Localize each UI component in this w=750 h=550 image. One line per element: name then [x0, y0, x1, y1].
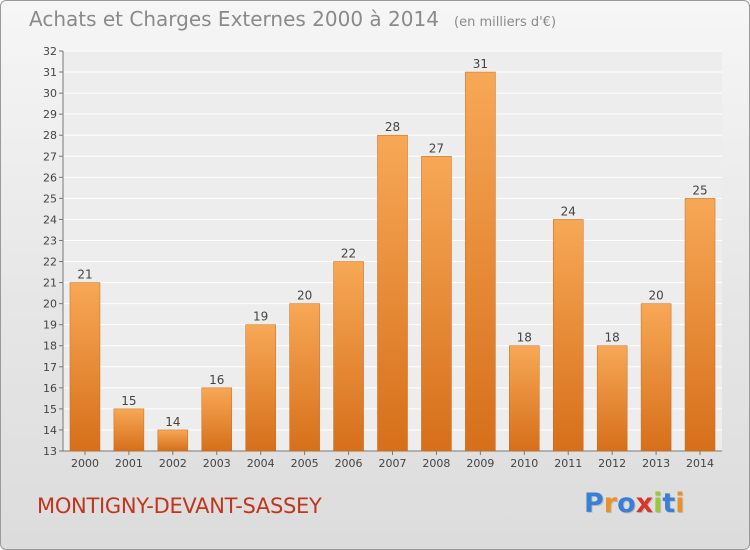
bar: [596, 345, 628, 452]
bar-value-label: 27: [429, 141, 444, 155]
commune-name: MONTIGNY-DEVANT-SASSEY: [37, 494, 322, 518]
bar: [113, 408, 145, 452]
chart-title-main: Achats et Charges Externes 2000 à 2014: [29, 7, 439, 31]
y-tick-label: 13: [43, 445, 57, 458]
x-tick-label: 2008: [422, 457, 450, 470]
y-tick-label: 25: [43, 192, 57, 205]
bar: [684, 198, 716, 452]
bar-value-label: 14: [165, 415, 180, 429]
bar-value-label: 28: [385, 120, 400, 134]
x-tick-label: 2005: [291, 457, 319, 470]
x-tick-label: 2001: [115, 457, 143, 470]
bar-value-label: 21: [77, 268, 92, 282]
bar: [289, 303, 320, 452]
bar: [245, 324, 276, 452]
y-tick-label: 32: [43, 45, 57, 58]
bar: [69, 282, 101, 452]
bar-value-label: 18: [605, 331, 620, 345]
bar-value-label: 31: [473, 57, 488, 71]
y-tick-label: 24: [43, 213, 57, 226]
bar: [640, 303, 672, 452]
y-tick-label: 18: [43, 340, 57, 353]
bar: [465, 71, 496, 452]
logo-letter: i: [653, 488, 663, 519]
y-tick-label: 17: [43, 361, 57, 374]
logo-letter: r: [603, 488, 618, 519]
y-tick-label: 31: [43, 66, 57, 79]
y-tick-label: 28: [43, 129, 57, 142]
y-tick-label: 20: [43, 298, 57, 311]
logo-letter: i: [675, 488, 685, 519]
y-tick-label: 14: [43, 424, 57, 437]
x-tick-label: 2009: [466, 457, 494, 470]
bar-value-label: 25: [692, 183, 707, 197]
bar-value-label: 15: [121, 394, 136, 408]
x-tick-label: 2012: [598, 457, 626, 470]
bar-value-label: 20: [297, 289, 312, 303]
x-tick-label: 2010: [510, 457, 538, 470]
logo-letter: x: [635, 488, 654, 519]
y-tick-label: 29: [43, 108, 57, 121]
y-tick-label: 22: [43, 256, 57, 269]
bar: [333, 261, 364, 452]
y-tick-label: 15: [43, 403, 57, 416]
x-tick-label: 2003: [203, 457, 231, 470]
y-tick-label: 27: [43, 150, 57, 163]
bar-value-label: 20: [648, 289, 663, 303]
logo-letter: t: [662, 488, 676, 519]
y-tick-label: 19: [43, 319, 57, 332]
x-tick-label: 2013: [642, 457, 670, 470]
x-tick-label: 2006: [335, 457, 363, 470]
y-tick-label: 16: [43, 382, 57, 395]
chart-title: Achats et Charges Externes 2000 à 2014 (…: [29, 7, 556, 31]
y-tick-label: 23: [43, 234, 57, 247]
x-tick-label: 2011: [554, 457, 582, 470]
proxiti-logo: Proxiti: [584, 488, 685, 519]
bar: [157, 429, 189, 452]
logo-letter: o: [617, 488, 636, 519]
bar-value-label: 19: [253, 310, 268, 324]
x-tick-label: 2004: [247, 457, 275, 470]
bar-value-label: 24: [561, 204, 576, 218]
bar: [377, 134, 408, 452]
bar: [509, 345, 540, 452]
bar-value-label: 22: [341, 247, 356, 261]
bar: [552, 219, 584, 452]
bar-value-label: 16: [209, 373, 224, 387]
bar: [421, 156, 452, 452]
logo-letter: P: [584, 488, 604, 519]
chart-unit-label: (en milliers d'€): [454, 15, 557, 30]
y-tick-label: 30: [43, 87, 57, 100]
x-tick-label: 2002: [159, 457, 187, 470]
y-tick-label: 26: [43, 171, 57, 184]
x-tick-label: 2000: [71, 457, 99, 470]
bar-value-label: 18: [517, 331, 532, 345]
y-tick-label: 21: [43, 277, 57, 290]
x-tick-label: 2014: [686, 457, 714, 470]
bar: [201, 387, 233, 452]
x-tick-label: 2007: [379, 457, 407, 470]
